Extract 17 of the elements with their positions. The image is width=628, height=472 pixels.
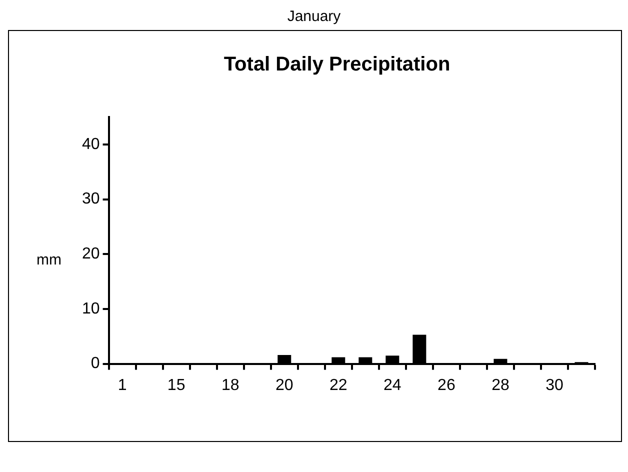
chart-subtitle: January	[286, 8, 342, 27]
y-tick-label: 40	[82, 136, 100, 153]
y-tick-label: 30	[82, 190, 100, 208]
x-tick-label: 24	[384, 376, 402, 394]
y-tick-label: 10	[82, 300, 100, 318]
x-tick-label: 18	[221, 376, 240, 394]
x-tick-label: 15	[167, 376, 186, 394]
x-tick-label: 28	[492, 376, 510, 394]
y-axis-title: mm	[36, 252, 62, 269]
x-tick-label: 20	[275, 376, 294, 394]
y-tick-label: 0	[90, 355, 100, 372]
x-tick-label: 26	[438, 376, 456, 394]
chart-title: Total Daily Precipitation	[224, 54, 450, 76]
x-tick-label: 1	[118, 376, 127, 394]
x-tick-label: 22	[329, 376, 348, 394]
y-tick-label: 20	[82, 246, 100, 263]
x-tick-label: 30	[546, 376, 564, 394]
